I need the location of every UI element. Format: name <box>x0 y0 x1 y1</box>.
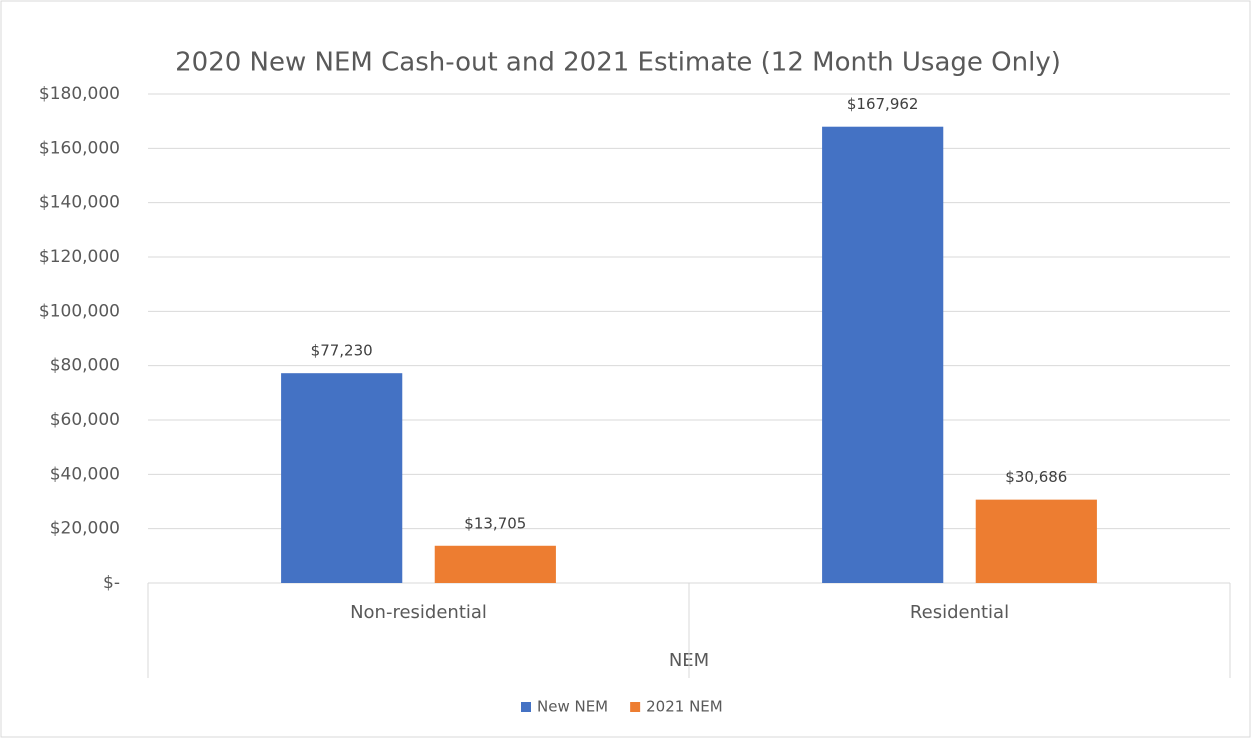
y-tick-label: $140,000 <box>39 193 120 213</box>
y-tick-label: $60,000 <box>50 410 120 430</box>
data-label: $77,230 <box>311 342 373 360</box>
bar <box>281 373 403 583</box>
bar <box>822 126 944 583</box>
y-tick-label: $40,000 <box>50 464 120 484</box>
data-label: $30,686 <box>1005 468 1067 486</box>
legend-label: 2021 NEM <box>646 698 723 716</box>
legend-label: New NEM <box>537 698 608 716</box>
y-tick-label: $120,000 <box>39 247 120 267</box>
x-tick-label: Residential <box>910 602 1009 623</box>
y-tick-label: $20,000 <box>50 519 120 539</box>
data-label: $167,962 <box>847 95 919 113</box>
legend-swatch <box>630 702 641 712</box>
data-label: $13,705 <box>464 514 526 532</box>
y-tick-label: $100,000 <box>39 301 120 321</box>
y-tick-label: $160,000 <box>39 138 120 158</box>
x-tick-label: Non-residential <box>350 602 487 623</box>
y-tick-label: $180,000 <box>39 84 120 104</box>
y-tick-label: $- <box>103 573 120 593</box>
legend-swatch <box>521 702 531 712</box>
bar <box>975 499 1097 583</box>
y-tick-label: $80,000 <box>50 356 120 376</box>
chart-title: 2020 New NEM Cash-out and 2021 Estimate … <box>175 48 1061 78</box>
bar <box>434 545 556 583</box>
